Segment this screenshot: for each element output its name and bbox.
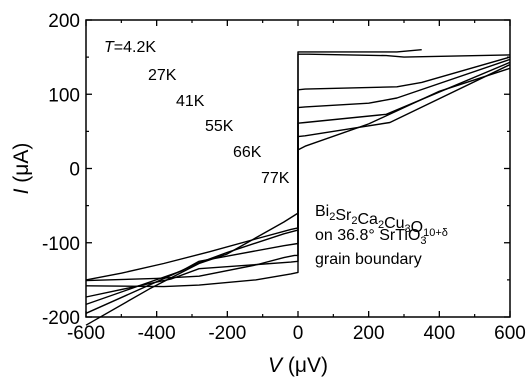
sample-formula: Bi2Sr2Ca2Cu3O10+δ — [315, 203, 448, 239]
x-tick-label: 400 — [423, 323, 455, 344]
y-axis-title: I (μA) — [10, 143, 33, 195]
y-tick-label: -100 — [42, 234, 80, 255]
iv-curve-1 — [85, 49, 422, 282]
x-tick-label: 0 — [293, 323, 304, 344]
temperature-label: 55K — [205, 118, 234, 135]
y-axis-var: I — [10, 188, 33, 194]
sample-boundary: grain boundary — [315, 251, 422, 268]
x-tick-label: 600 — [494, 323, 526, 344]
temperature-label: 77K — [261, 170, 290, 187]
y-tick-label: 200 — [48, 11, 80, 32]
x-tick-label: -200 — [208, 323, 246, 344]
y-tick-label: 0 — [69, 160, 80, 181]
y-axis-unit: (μA) — [10, 143, 33, 189]
x-tick-label: 200 — [353, 323, 385, 344]
y-tick-label: 100 — [48, 85, 80, 106]
temperature-label: 66K — [233, 144, 262, 161]
x-tick-label: -600 — [67, 323, 105, 344]
y-tick-label: -200 — [42, 308, 80, 329]
x-axis-unit: (μV) — [282, 354, 328, 377]
x-tick-label: -400 — [138, 323, 176, 344]
temperature-label: T=4.2K — [104, 39, 156, 56]
iv-curve-7 — [85, 67, 511, 326]
sample-substrate: on 36.8° SrTiO3 — [315, 227, 427, 247]
iv-curve-2 — [85, 53, 511, 281]
x-axis-var: V — [268, 354, 284, 377]
temperature-label: 41K — [176, 93, 205, 110]
iv-curve-3 — [85, 56, 511, 288]
temperature-label: 27K — [148, 67, 177, 84]
x-axis-title: V (μV) — [268, 354, 328, 377]
